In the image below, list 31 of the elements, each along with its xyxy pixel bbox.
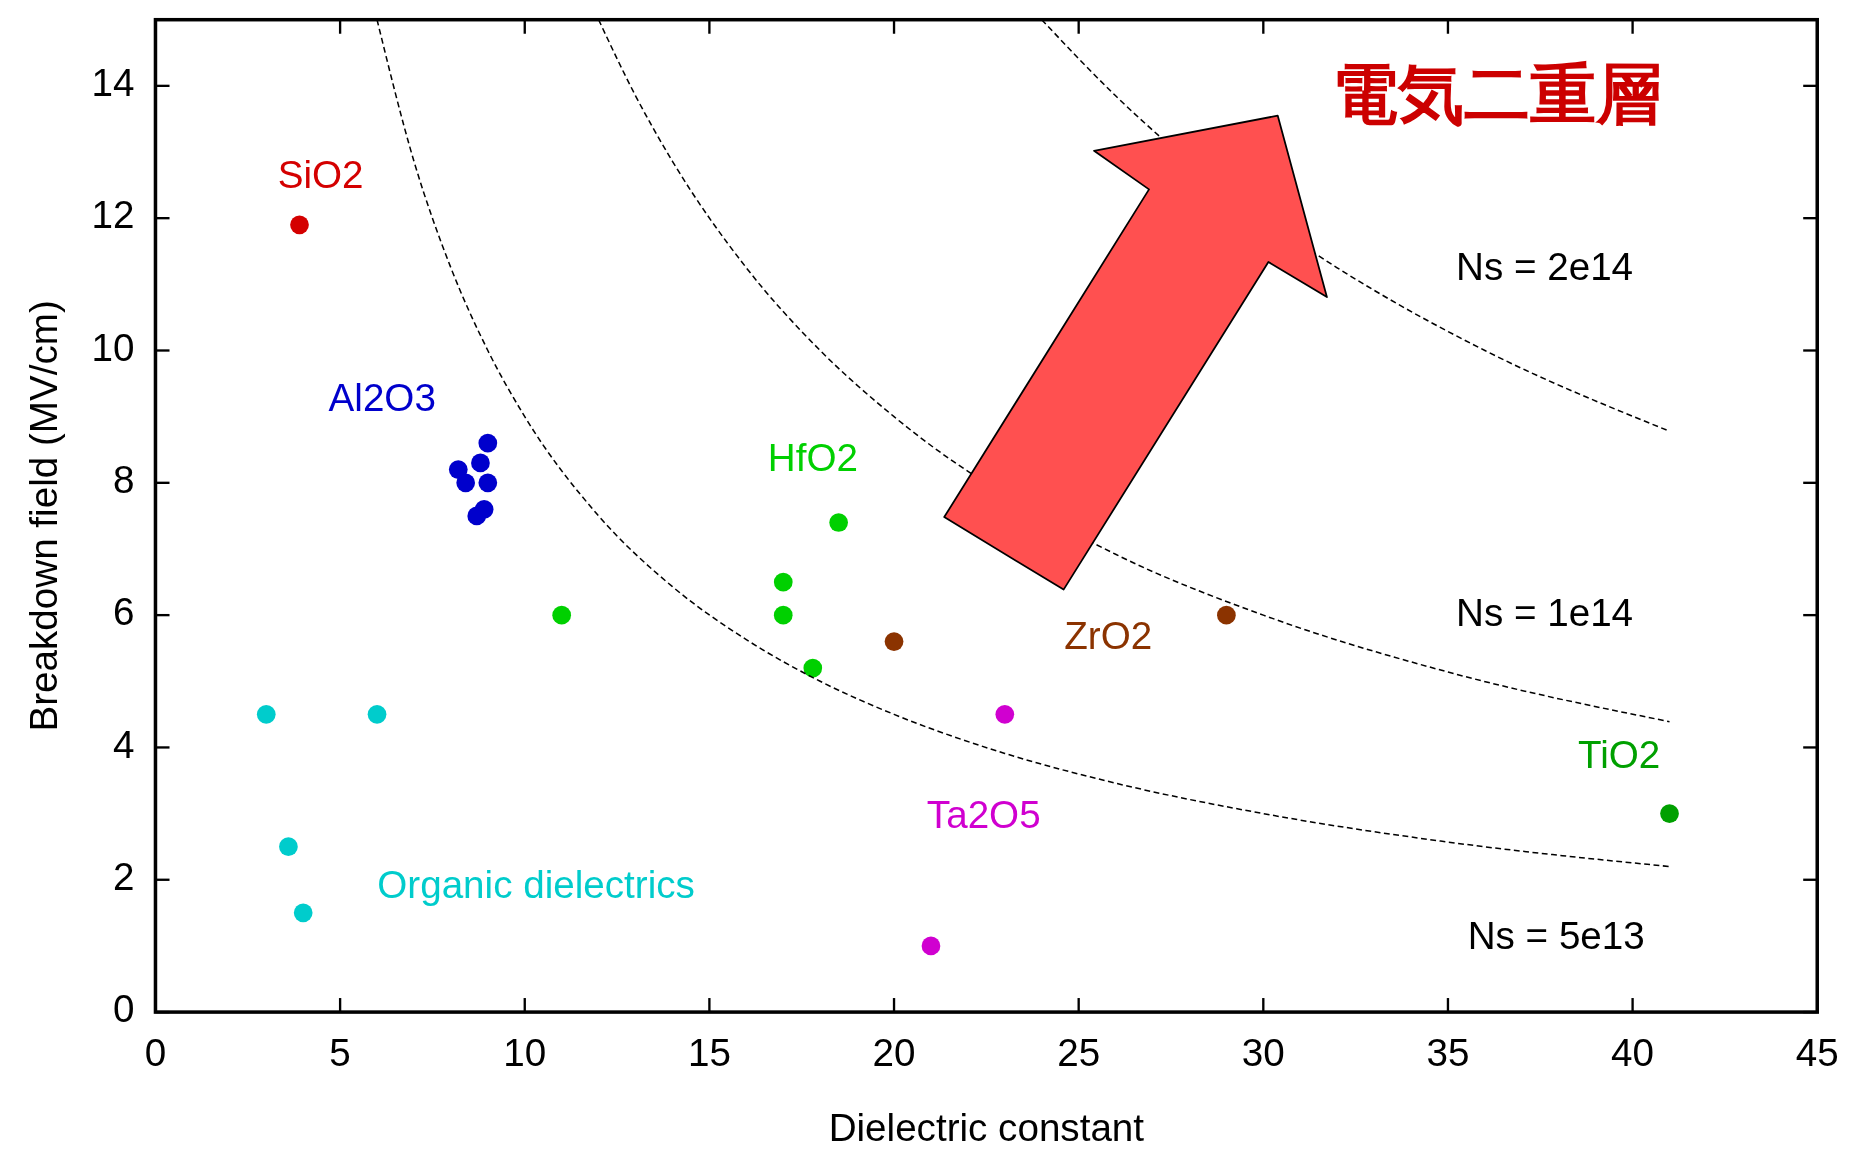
annotation: 電気二重層 xyxy=(1331,57,1662,131)
x-tick-label: 15 xyxy=(687,1030,731,1074)
x-tick-label: 40 xyxy=(1611,1030,1655,1074)
series-label: TiO2 xyxy=(1578,732,1661,776)
x-tick-label: 10 xyxy=(503,1030,547,1074)
x-axis-title: Dielectric constant xyxy=(828,1105,1145,1149)
x-tick-label: 0 xyxy=(144,1030,167,1074)
y-tick-label: 10 xyxy=(91,325,135,369)
x-tick-label: 25 xyxy=(1057,1030,1101,1074)
annotation: Ns = 1e14 xyxy=(1456,590,1634,634)
y-tick-label: 2 xyxy=(112,854,135,898)
annotation: Ns = 2e14 xyxy=(1456,245,1634,289)
x-tick-label: 45 xyxy=(1795,1030,1839,1074)
y-axis-title: Breakdown field (MV/cm) xyxy=(22,300,66,732)
x-tick-label: 5 xyxy=(329,1030,351,1074)
y-tick-label: 6 xyxy=(112,590,135,634)
annotation: Ns = 5e13 xyxy=(1467,913,1645,957)
series-label: HfO2 xyxy=(767,435,858,479)
x-tick-label: 30 xyxy=(1241,1030,1285,1074)
y-tick-label: 8 xyxy=(112,458,135,502)
series-label: SiO2 xyxy=(277,153,364,197)
y-tick-label: 4 xyxy=(112,722,135,766)
x-tick-label: 35 xyxy=(1426,1030,1470,1074)
y-tick-label: 14 xyxy=(91,61,135,105)
series-label: Al2O3 xyxy=(328,375,436,419)
text: Ta2O5 xyxy=(926,792,1041,836)
series-label: ZrO2 xyxy=(1064,614,1153,658)
x-tick-label: 20 xyxy=(872,1030,916,1074)
y-tick-label: 12 xyxy=(91,193,135,237)
series-label: Organic dielectrics xyxy=(377,863,695,907)
y-tick-label: 0 xyxy=(112,987,135,1031)
